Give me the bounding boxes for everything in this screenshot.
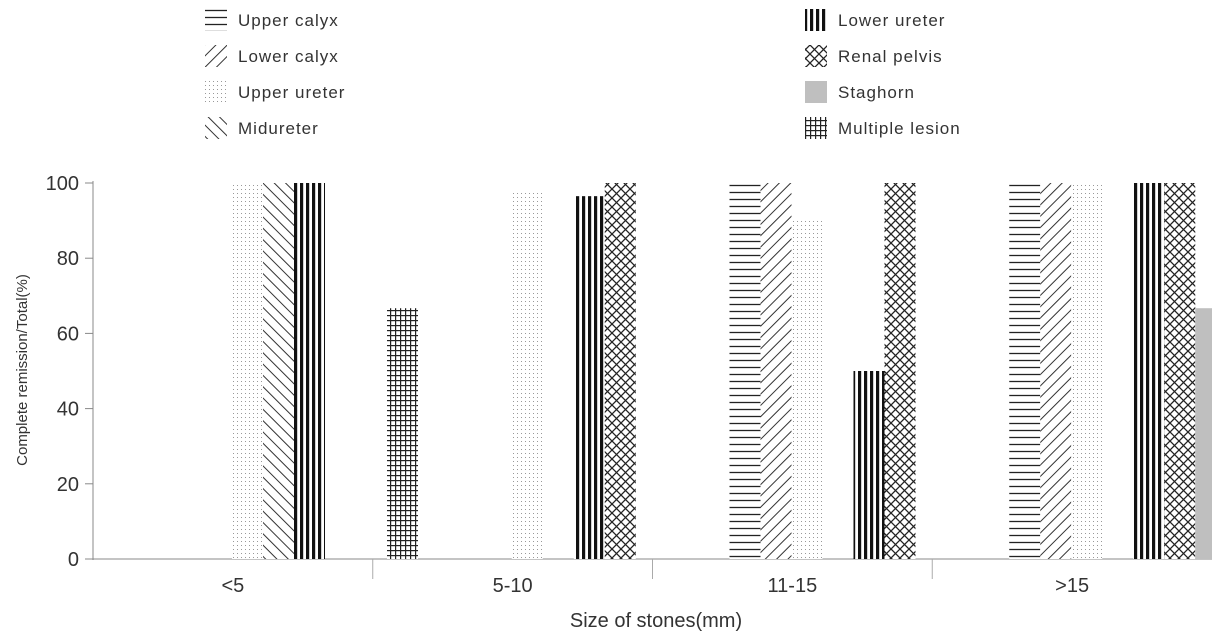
legend-label: Lower calyx [238, 47, 339, 66]
legend-item-midureter: Midureter [205, 117, 319, 139]
legend-item-upper-ureter: Upper ureter [205, 81, 345, 103]
legend-swatch [805, 45, 827, 67]
legend-item-multiple-lesion: Multiple lesion [805, 117, 961, 139]
bar-upper-ureter-0 [232, 183, 263, 559]
legend-item-lower-ureter: Lower ureter [805, 9, 945, 31]
bar-lower-ureter-0 [294, 183, 325, 559]
x-axis-label: Size of stones(mm) [570, 610, 742, 632]
legend-label: Staghorn [838, 83, 915, 102]
bar-upper-calyx-3 [1009, 183, 1040, 559]
bar-upper-ureter-1 [512, 191, 543, 559]
legend-swatch [805, 81, 827, 103]
legend-swatch [205, 45, 227, 67]
legend-swatch [205, 9, 227, 31]
legend-swatch [205, 81, 227, 103]
x-tick-label: 11-15 [768, 575, 818, 597]
bar-lower-ureter-1 [574, 196, 605, 559]
legend-item-upper-calyx: Upper calyx [205, 9, 339, 31]
legend-label: Lower ureter [838, 11, 945, 30]
legend-label: Renal pelvis [838, 47, 943, 66]
legend-swatch [205, 117, 227, 139]
legend-swatch [805, 9, 827, 31]
y-tick-label: 0 [68, 549, 79, 571]
bar-lower-ureter-2 [854, 371, 885, 559]
legend-label: Upper ureter [238, 83, 345, 102]
bar-staghorn-3 [1195, 308, 1212, 559]
chart-legend: Upper calyx Lower calyx Upper ureter Midure… [205, 9, 961, 139]
bar-midureter-0 [263, 183, 294, 559]
y-tick-label: 40 [57, 399, 79, 421]
bar-multiple-lesion-0 [387, 308, 418, 559]
x-tick-label: 5-10 [493, 575, 533, 597]
legend-item-lower-calyx: Lower calyx [205, 45, 339, 67]
bar-renal-pelvis-1 [605, 183, 636, 559]
bar-upper-ureter-3 [1071, 183, 1102, 559]
bar-renal-pelvis-2 [885, 183, 916, 559]
y-tick-label: 60 [57, 323, 79, 345]
bar-renal-pelvis-3 [1164, 183, 1195, 559]
x-tick-label: >15 [1055, 575, 1089, 597]
y-tick-label: 20 [57, 474, 79, 496]
legend-swatch [805, 117, 827, 139]
legend-item-staghorn: Staghorn [805, 81, 915, 103]
legend-item-renal-pelvis: Renal pelvis [805, 45, 943, 67]
y-tick-label: 100 [46, 173, 79, 195]
legend-label: Upper calyx [238, 11, 339, 30]
chart-bars [232, 183, 1212, 559]
y-axis-label: Complete remission/Total(%) [14, 274, 31, 466]
legend-label: Multiple lesion [838, 119, 961, 138]
bar-lower-calyx-3 [1040, 183, 1071, 559]
bar-lower-calyx-2 [761, 183, 792, 559]
bar-lower-ureter-3 [1133, 183, 1164, 559]
bar-upper-calyx-2 [730, 183, 761, 559]
bar-upper-ureter-2 [792, 221, 823, 559]
legend-label: Midureter [238, 119, 319, 138]
x-tick-label: <5 [221, 575, 244, 597]
y-tick-label: 80 [57, 248, 79, 270]
